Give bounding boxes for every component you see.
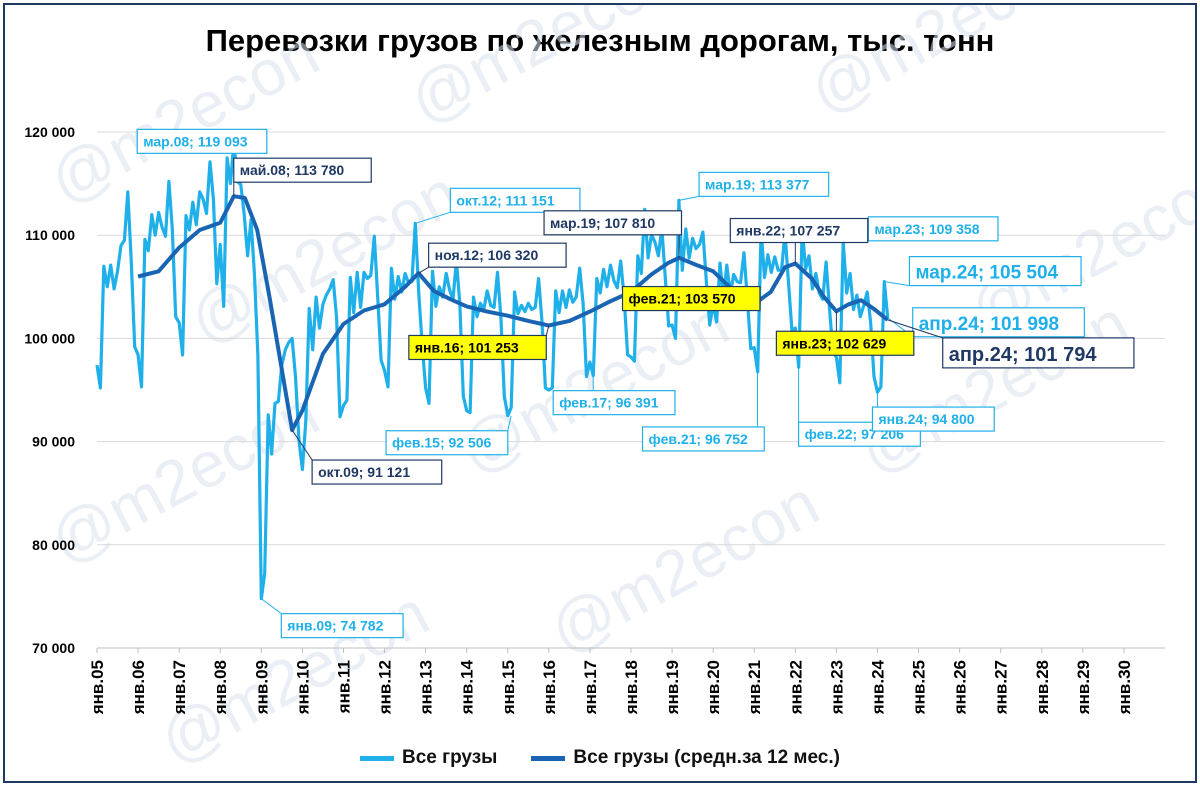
annotation-leader <box>545 325 550 336</box>
annotation-label: окт.09; 91 121 <box>318 464 410 480</box>
y-tick-label: 120 000 <box>24 124 75 140</box>
x-tick-label: янв.18 <box>622 660 641 715</box>
x-tick-label: янв.15 <box>499 660 518 715</box>
x-tick-label: янв.06 <box>129 660 148 715</box>
annotation-label: янв.09; 74 782 <box>287 618 383 634</box>
chart-frame: Перевозки грузов по железным дорогам, ты… <box>3 3 1197 783</box>
legend: Все грузы Все грузы (средн.за 12 мес.) <box>5 747 1195 769</box>
annotation-box <box>775 330 915 356</box>
x-tick-label: янв.10 <box>293 660 312 715</box>
annotation-label: мар.08; 119 093 <box>143 133 248 149</box>
annotation-label: мар.19; 107 810 <box>550 215 655 231</box>
annotation-label: янв.23; 102 629 <box>782 335 886 351</box>
annotation-box <box>552 390 676 416</box>
y-tick-label: 90 000 <box>32 434 75 450</box>
annotation-label: окт.12; 111 151 <box>456 192 554 208</box>
legend-swatch-raw <box>360 755 395 761</box>
annotation-label: ноя.12; 106 320 <box>435 247 539 263</box>
annotation-label: мар.19; 113 377 <box>705 176 810 192</box>
x-tick-label: янв.30 <box>1115 660 1134 715</box>
x-tick-label: янв.20 <box>704 660 723 715</box>
x-tick-label: янв.29 <box>1074 660 1093 715</box>
annotation-leader <box>418 266 429 274</box>
annotation-box <box>698 171 830 197</box>
watermark-2: @m2econ <box>798 5 1090 127</box>
annotation-label: апр.24; 101 998 <box>919 314 1059 335</box>
annotation-box <box>136 128 268 154</box>
watermark-0: @m2econ <box>38 16 330 217</box>
legend-swatch-avg <box>531 755 566 761</box>
annotation-box <box>311 459 443 485</box>
x-tick-label: янв.26 <box>951 660 970 715</box>
x-tick-label: янв.07 <box>170 660 189 715</box>
x-tick-label: янв.09 <box>252 660 271 715</box>
annotation-label: янв.24; 94 800 <box>878 411 974 427</box>
annotation-label: фев.21; 103 570 <box>629 291 736 307</box>
annotation-label: янв.22; 107 257 <box>736 223 840 239</box>
x-tick-label: янв.12 <box>376 660 395 715</box>
legend-label-raw: Все грузы <box>402 747 498 768</box>
series-line-avg <box>137 194 889 432</box>
annotation-label: мар.23; 109 358 <box>874 221 979 237</box>
annotation-box <box>912 307 1085 338</box>
annotation-leader <box>887 319 943 339</box>
annotation-leader <box>291 429 313 461</box>
x-tick-label: янв.22 <box>786 660 805 715</box>
x-tick-label: янв.17 <box>581 660 600 715</box>
annotation-box <box>385 430 509 456</box>
annotation-leader <box>507 415 512 431</box>
annotation-label: апр.24; 101 794 <box>949 344 1098 366</box>
annotation-leader <box>678 195 700 201</box>
x-tick-label: янв.05 <box>88 660 107 715</box>
x-tick-label: янв.21 <box>745 660 764 715</box>
annotation-box <box>942 337 1135 369</box>
x-tick-label: янв.13 <box>417 660 436 715</box>
annotation-box <box>908 255 1082 287</box>
annotation-leader <box>261 598 282 615</box>
x-tick-label: янв.23 <box>827 660 846 715</box>
watermark-7: @m2econ <box>538 466 830 667</box>
annotation-box <box>408 334 547 361</box>
annotation-box <box>641 426 765 452</box>
annotation-label: фев.17; 96 391 <box>559 395 659 411</box>
annotation-label: мар.24; 105 504 <box>915 263 1058 284</box>
annotation-box <box>621 285 761 312</box>
x-tick-label: янв.14 <box>458 659 477 715</box>
x-tick-label: янв.16 <box>540 660 559 715</box>
legend-item-avg[interactable]: Все грузы (средн.за 12 мес.) <box>531 747 840 769</box>
series-line-raw <box>95 139 890 601</box>
annotation-box <box>871 406 995 432</box>
x-tick-label: янв.11 <box>334 660 353 714</box>
y-tick-label: 70 000 <box>32 640 75 656</box>
x-tick-label: янв.28 <box>1033 660 1052 715</box>
y-tick-label: 100 000 <box>24 330 75 346</box>
annotation-box <box>729 217 869 244</box>
annotation-leader <box>884 281 910 287</box>
legend-item-raw[interactable]: Все грузы <box>360 747 497 769</box>
annotation-leader <box>415 211 451 224</box>
annotation-label: фев.21; 96 752 <box>649 431 749 447</box>
annotation-box <box>867 216 999 242</box>
annotation-label: май.08; 113 780 <box>240 162 345 178</box>
x-tick-label: янв.25 <box>910 660 929 715</box>
annotation-box <box>280 613 404 639</box>
chart-title: Перевозки грузов по железным дорогам, ты… <box>205 23 995 58</box>
y-tick-label: 110 000 <box>25 227 75 243</box>
annotation-label: янв.16; 101 253 <box>415 339 519 355</box>
annotation-box <box>233 157 372 183</box>
x-tick-label: янв.27 <box>992 660 1011 715</box>
annotation-box <box>449 187 581 213</box>
x-tick-label: янв.24 <box>868 659 887 715</box>
legend-label-avg: Все грузы (средн.за 12 мес.) <box>573 747 840 768</box>
annotation-box <box>543 210 683 236</box>
watermark-1: @m2econ <box>398 5 690 137</box>
chart-svg: @m2econ @m2econ @m2econ@m2econ @m2econ @m2ec… <box>24 5 1195 777</box>
annotation-label: фев.15; 92 506 <box>392 435 492 451</box>
x-tick-label: янв.08 <box>211 660 230 715</box>
x-tick-label: янв.19 <box>663 660 682 715</box>
annotation-box <box>428 242 567 268</box>
y-tick-label: 80 000 <box>32 537 75 553</box>
